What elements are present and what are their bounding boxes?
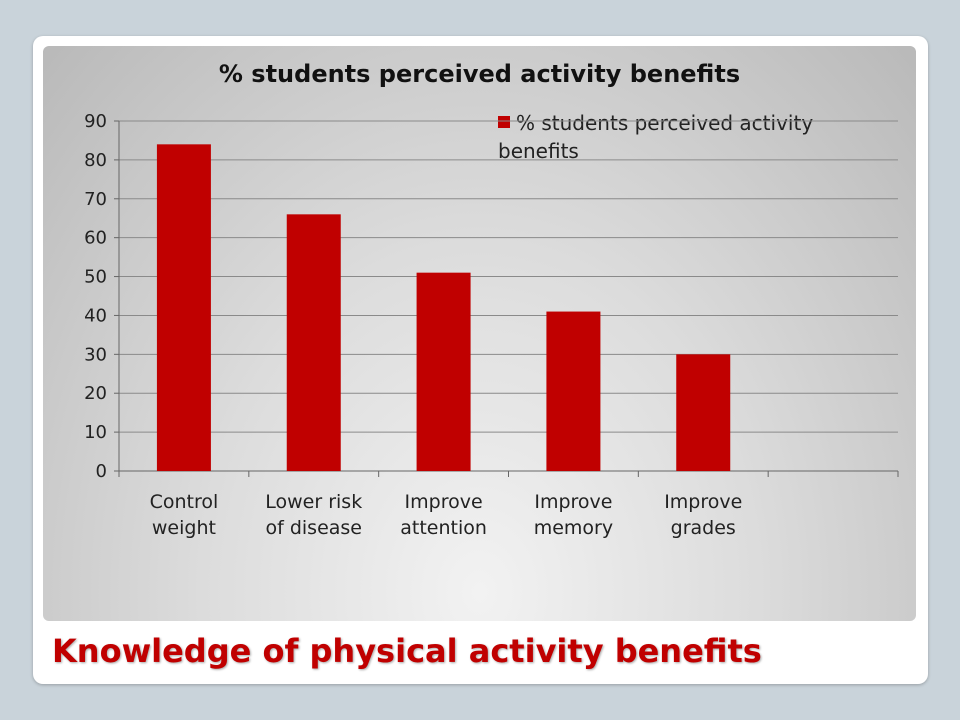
x-category-label: Improve memory — [508, 489, 638, 541]
x-category-label-line: memory — [533, 517, 614, 539]
chart-title: % students perceived activity benefits — [218, 60, 741, 88]
x-category-label-line: of disease — [265, 517, 362, 539]
legend-label: % students perceived activity benefits — [498, 111, 814, 163]
chart-legend: % students perceived activity benefits — [498, 109, 888, 165]
x-category-label: Improve grades — [638, 489, 768, 541]
x-category-label-line: Improve — [404, 491, 483, 513]
bar — [416, 272, 471, 471]
bar — [156, 144, 211, 471]
y-tick-label: 80 — [84, 150, 107, 171]
y-tick-label: 20 — [84, 383, 107, 404]
x-category-label: Lower risk of disease — [249, 489, 379, 541]
y-tick-label: 70 — [84, 189, 107, 210]
legend-swatch — [498, 116, 510, 128]
x-category-label-line: grades — [670, 517, 736, 539]
x-category-label-line: attention — [400, 517, 487, 539]
bar-chart: 0 10 20 30 40 50 60 70 80 90 — [84, 111, 899, 482]
x-category-label-line: weight — [151, 517, 216, 539]
x-category-label-line: Improve — [664, 491, 743, 513]
slide-title: Knowledge of physical activity benefits — [52, 632, 762, 670]
bar — [286, 214, 341, 472]
bar — [676, 354, 731, 471]
y-tick-label: 10 — [84, 422, 107, 443]
chart-panel: % students perceived activity benefits %… — [43, 46, 916, 621]
x-category-label-line: Lower risk — [265, 491, 363, 513]
bar — [546, 311, 601, 471]
y-tick-label: 90 — [84, 111, 107, 132]
y-tick-label: 30 — [84, 344, 107, 365]
x-category-label-line: Control — [149, 491, 219, 513]
x-category-label: Control weight — [119, 489, 249, 541]
y-tick-label: 0 — [96, 461, 107, 482]
y-tick-label: 50 — [84, 267, 107, 288]
x-category-label-line: Improve — [534, 491, 613, 513]
y-tick-label: 40 — [84, 305, 107, 326]
y-tick-label: 60 — [84, 228, 107, 249]
x-category-label: Improve attention — [379, 489, 509, 541]
